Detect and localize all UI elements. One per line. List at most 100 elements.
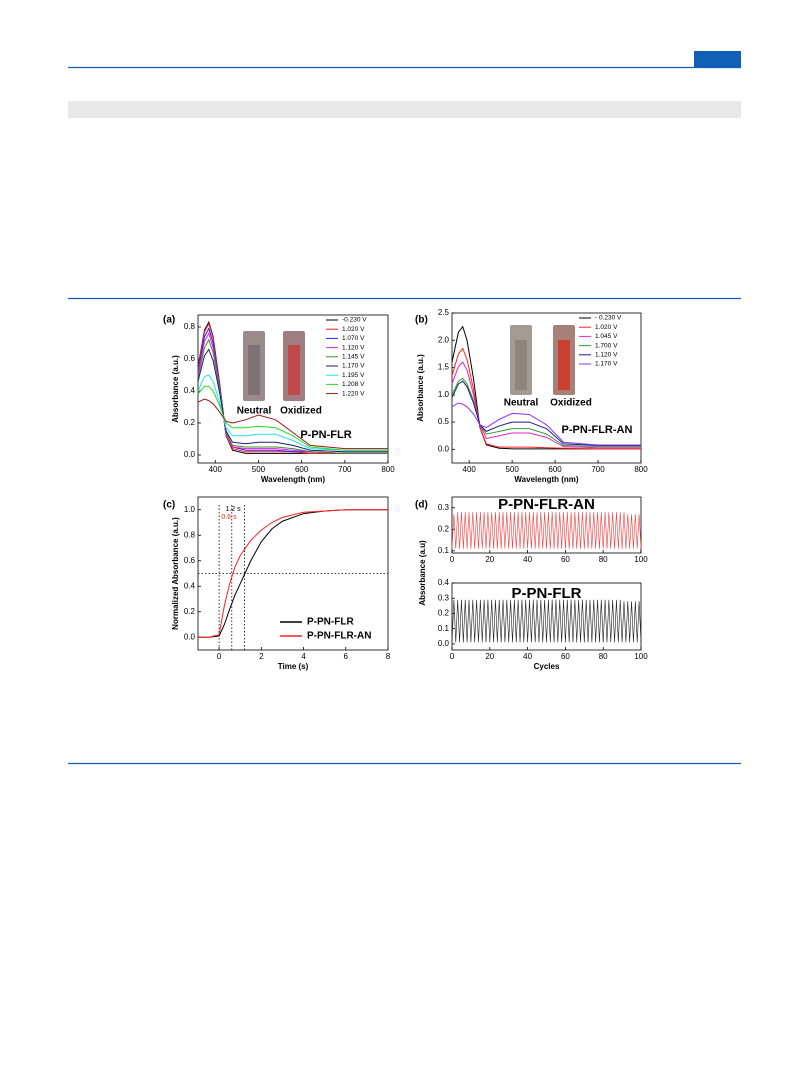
x-tick-label: 800 <box>381 465 395 474</box>
series-line <box>197 322 388 454</box>
cuvette-film <box>288 345 300 395</box>
chart: 400 500 600 700 800 0.0 0.5 1.0 1.5 2.0 2.5 - 0.230… <box>415 308 648 484</box>
series-line <box>451 402 641 446</box>
y-tick-label: 0.0 <box>184 450 196 459</box>
plot-frame <box>451 496 642 554</box>
chart: 0 2 4 6 8 0.0 0.2 0.4 0.6 0.8 1.0 P-PN-FLR P-PN-FLR-… <box>163 496 391 671</box>
y-tick-label: 0.2 <box>438 524 450 533</box>
plot-frame <box>451 312 642 464</box>
annotation: 0.6 s <box>221 514 237 521</box>
legend-label: 1.120 V <box>342 344 365 351</box>
plot-frame <box>451 582 642 651</box>
legend-label: 1.045 V <box>595 333 618 340</box>
annotation: P-PN-FLR <box>300 429 351 441</box>
annotation: P-PN-FLR-AN <box>562 424 633 436</box>
x-tick-label: 2 <box>259 652 264 661</box>
inset-photos <box>243 325 575 401</box>
legend-label: 1.170 V <box>342 363 365 370</box>
x-tick-label: 80 <box>599 555 608 564</box>
y-tick-label: 0.0 <box>438 639 450 648</box>
x-tick-label: 20 <box>485 652 494 661</box>
x-tick-label: 400 <box>209 465 223 474</box>
y-tick-label: 0.0 <box>438 444 450 453</box>
annotation: Neutral <box>237 406 272 417</box>
legend-label: -0.230 V <box>342 317 367 324</box>
y-tick-label: 0.2 <box>438 609 450 618</box>
x-tick-label: 20 <box>485 555 494 564</box>
series-line <box>197 385 388 451</box>
y-tick-label: 2.0 <box>438 335 450 344</box>
legend-label: 1.070 V <box>342 335 365 342</box>
x-tick-label: 60 <box>561 555 570 564</box>
panel-label: (b) <box>415 315 428 326</box>
series-line <box>197 338 388 454</box>
legend-label: 1.195 V <box>342 372 365 379</box>
x-tick-label: 0 <box>450 652 455 661</box>
x-tick-label: 800 <box>634 465 648 474</box>
annotation: 1.2 s <box>225 506 241 513</box>
legend-label: 1.020 V <box>342 326 365 333</box>
legend-label: P-PN-FLR-AN <box>307 631 371 642</box>
x-tick-label: 700 <box>338 465 352 474</box>
chart-title: P-PN-FLR-AN <box>498 496 595 513</box>
section-bar <box>68 101 741 118</box>
x-tick-label: 80 <box>599 652 608 661</box>
y-tick-label: 2.5 <box>438 308 450 317</box>
panel-label: (a) <box>163 315 175 326</box>
series-line <box>198 509 388 638</box>
series-line <box>197 398 388 450</box>
series-line <box>451 512 642 549</box>
x-tick-label: 500 <box>252 465 266 474</box>
plot-frame <box>197 314 389 464</box>
series-line <box>451 599 642 643</box>
x-tick-label: 6 <box>344 652 349 661</box>
y-tick-label: 0.3 <box>438 503 450 512</box>
y-tick-label: 0.4 <box>184 386 196 395</box>
x-tick-label: 500 <box>505 465 519 474</box>
legend-label: P-PN-FLR <box>307 617 354 628</box>
y-tick-label: 0.4 <box>184 581 196 590</box>
y-tick-label: 1.0 <box>438 390 450 399</box>
x-axis-label: Time (s) <box>278 662 309 671</box>
y-tick-label: 0.6 <box>184 556 196 565</box>
y-tick-label: 0.3 <box>438 593 450 602</box>
y-axis-label: Normalized Absorbance (a.u.) <box>171 517 180 630</box>
chart: 400 500 600 700 800 0.0 0.2 0.4 0.6 0.8 -0.230 V 1.… <box>163 314 395 484</box>
legend-label: 1.208 V <box>342 381 365 388</box>
series-line <box>451 347 641 450</box>
x-tick-label: 4 <box>301 652 306 661</box>
x-tick-label: 40 <box>523 555 532 564</box>
y-tick-label: 0.6 <box>184 354 196 363</box>
x-axis-label: Wavelength (nm) <box>514 475 578 484</box>
series-line <box>451 325 641 450</box>
legend-label: 1.220 V <box>342 390 365 397</box>
y-tick-label: 0.2 <box>184 607 196 616</box>
chart-title: P-PN-FLR <box>512 585 582 602</box>
x-axis-label: Cycles <box>534 662 560 671</box>
legend-label: 1.700 V <box>595 342 618 349</box>
annotation: Oxidized <box>550 398 592 409</box>
y-axis-label: Absorbance (a.u.) <box>416 354 425 422</box>
x-tick-label: 40 <box>523 652 532 661</box>
x-axis-label: Wavelength (nm) <box>261 475 325 484</box>
cuvette-film <box>248 345 260 395</box>
legend-label: 1.145 V <box>342 354 365 361</box>
legend-label: 1.020 V <box>595 324 618 331</box>
panel-label: (d) <box>415 500 428 511</box>
series-line <box>197 348 388 453</box>
y-tick-label: 0.0 <box>184 632 196 641</box>
x-tick-label: 600 <box>548 465 562 474</box>
series-line <box>451 361 641 449</box>
x-tick-label: 600 <box>295 465 309 474</box>
cuvette-film <box>515 340 527 390</box>
x-tick-label: 100 <box>634 652 648 661</box>
y-tick-label: 1.0 <box>184 505 196 514</box>
x-tick-label: 100 <box>634 555 648 564</box>
panel-label: (c) <box>163 500 175 511</box>
x-tick-label: 0 <box>450 555 455 564</box>
y-tick-label: 0.1 <box>438 624 450 633</box>
cuvette-film <box>558 340 570 390</box>
x-tick-label: 400 <box>463 465 477 474</box>
header-badge <box>694 51 741 67</box>
